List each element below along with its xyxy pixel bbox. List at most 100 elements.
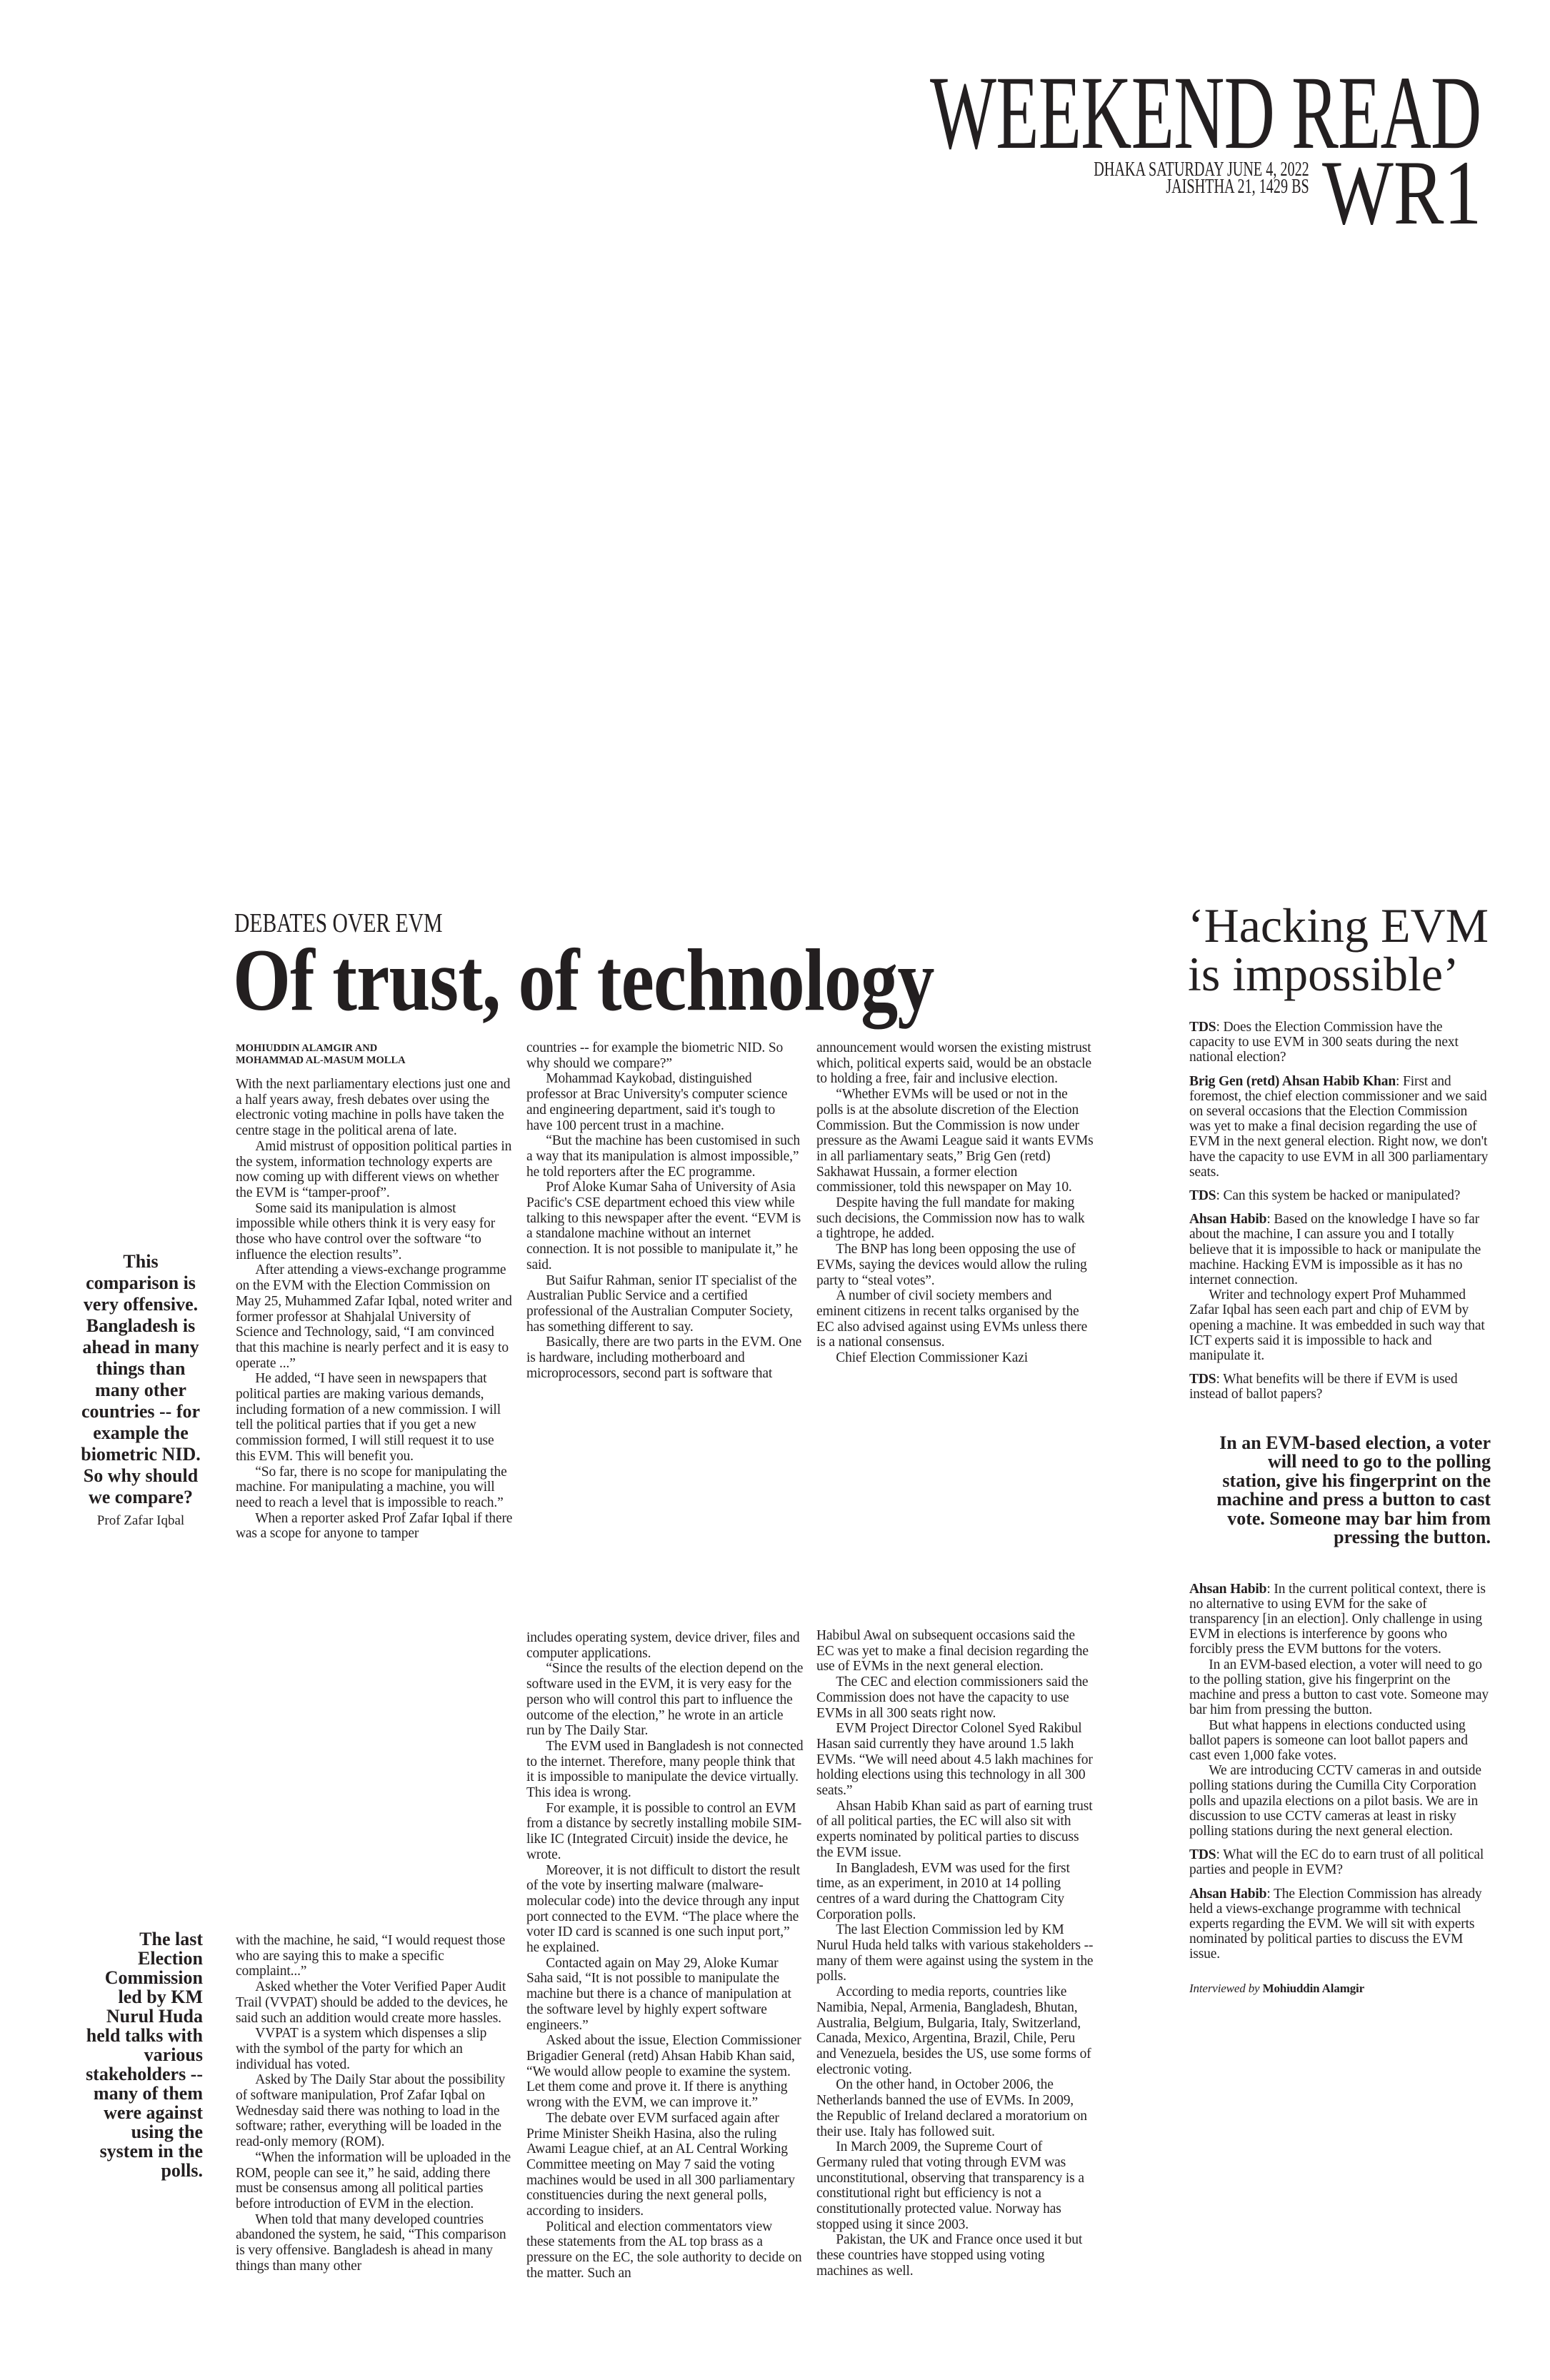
- article-paragraph: The debate over EVM surfaced again after…: [526, 2110, 795, 2219]
- article-column-3-bottom: Habibul Awal on subsequent occasions sai…: [816, 1628, 1094, 2279]
- article-paragraph: Mohammad Kaykobad, distinguished profess…: [526, 1071, 788, 1133]
- article-paragraph: Amid mistrust of opposition political pa…: [236, 1138, 512, 1200]
- article-paragraph: with the machine, he said, “I would requ…: [236, 1933, 506, 1979]
- article-column-1-bottom: with the machine, he said, “I would requ…: [236, 1933, 513, 2274]
- interview-paragraph: Ahsan Habib: Based on the knowledge I ha…: [1189, 1212, 1481, 1288]
- interview-column: TDS: Does the Election Commission have t…: [1189, 1020, 1491, 1996]
- interview-paragraph: TDS: Can this system be hacked or manipu…: [1189, 1188, 1461, 1204]
- article-paragraph: Habibul Awal on subsequent occasions sai…: [816, 1628, 1089, 1674]
- article-paragraph: countries -- for example the biometric N…: [526, 1040, 784, 1071]
- interview-text: What will the EC do to earn trust of all…: [1189, 1847, 1484, 1878]
- article-paragraph: He added, “I have seen in newspapers tha…: [236, 1371, 501, 1464]
- speaker-name: Ahsan Habib: [1189, 1581, 1267, 1597]
- date-line-bengali: JAISHTHA 21, 1429 BS: [1166, 176, 1309, 198]
- interview-exchange: Ahsan Habib: In the current political co…: [1189, 1582, 1491, 1839]
- article-headline: Of trust, of technology: [233, 931, 934, 1029]
- article-paragraph: Pakistan, the UK and France once used it…: [816, 2232, 1083, 2279]
- interview-text: What benefits will be there if EVM is us…: [1189, 1372, 1458, 1402]
- article-paragraph: “So far, there is no scope for manipulat…: [236, 1464, 507, 1510]
- date-line-gregorian: DHAKA SATURDAY JUNE 4, 2022: [1094, 159, 1310, 181]
- article-paragraph: Contacted again on May 29, Aloke Kumar S…: [526, 1955, 791, 2033]
- interview-text: We are introducing CCTV cameras in and o…: [1189, 1763, 1481, 1839]
- pull-quote: This comparison is very offensive. Bangl…: [80, 1251, 201, 1530]
- article-paragraph: Political and election commentators view…: [526, 2219, 802, 2281]
- article-paragraph: The EVM used in Bangladesh is not connec…: [526, 1738, 804, 1801]
- interview-paragraph: TDS: Does the Election Commission have t…: [1189, 1020, 1459, 1065]
- interview-paragraph: Writer and technology expert Prof Muhamm…: [1189, 1287, 1491, 1363]
- speaker-name: TDS: [1189, 1188, 1216, 1204]
- interview-exchange: TDS: Can this system be hacked or manipu…: [1189, 1188, 1491, 1203]
- interview-paragraph: Ahsan Habib: The Election Commission has…: [1189, 1886, 1482, 1962]
- pull-quote-text: The last Election Commission led by KM N…: [86, 1929, 203, 2181]
- article-paragraph: When a reporter asked Prof Zafar Iqbal i…: [236, 1510, 513, 1542]
- article-column-2-bottom: includes operating system, device driver…: [526, 1630, 804, 2281]
- interview-text: Does the Election Commission have the ca…: [1189, 1020, 1459, 1065]
- byline-line: MOHIUDDIN ALAMGIR AND: [236, 1043, 378, 1054]
- article-paragraph: EVM Project Director Colonel Syed Rakibu…: [816, 1721, 1093, 1799]
- interview-bottom: Ahsan Habib: In the current political co…: [1189, 1582, 1491, 1996]
- interview-text: Can this system be hacked or manipulated…: [1223, 1188, 1461, 1204]
- interview-text: Based on the knowledge I have so far abo…: [1189, 1212, 1481, 1288]
- speaker-name: Ahsan Habib: [1189, 1886, 1267, 1902]
- article-paragraph: Basically, there are two parts in the EV…: [526, 1335, 802, 1381]
- article-paragraph: Despite having the full mandate for maki…: [816, 1195, 1085, 1242]
- byline-line: MOHAMMAD AL-MASUM MOLLA: [236, 1055, 406, 1066]
- article-paragraph: Asked about the issue, Election Commissi…: [526, 2033, 801, 2111]
- article-paragraph: The last Election Commission led by KM N…: [816, 1922, 1094, 1984]
- article-paragraph: Prof Aloke Kumar Saha of University of A…: [526, 1180, 801, 1272]
- interview-text: The Election Commission has already held…: [1189, 1886, 1482, 1962]
- interview-exchange: Ahsan Habib: Based on the knowledge I ha…: [1189, 1212, 1491, 1363]
- article-paragraph: “Since the results of the election depen…: [526, 1661, 804, 1739]
- article-paragraph: Asked whether the Voter Verified Paper A…: [236, 1979, 508, 2026]
- interview-headline-line: is impossible’: [1188, 947, 1459, 1001]
- interview-headline-line: ‘Hacking EVM: [1188, 898, 1489, 953]
- article-paragraph: includes operating system, device driver…: [526, 1630, 800, 1661]
- article-paragraph: The CEC and election commissioners said …: [816, 1674, 1089, 1721]
- article-paragraph: Ahsan Habib Khan said as part of earning…: [816, 1798, 1093, 1860]
- credit-label: Interviewed by: [1189, 1981, 1260, 1995]
- article-paragraph: In Bangladesh, EVM was used for the firs…: [816, 1860, 1070, 1922]
- interview-paragraph: Ahsan Habib: In the current political co…: [1189, 1581, 1486, 1657]
- pull-quote-text: This comparison is very offensive. Bangl…: [81, 1251, 201, 1507]
- dateline: DHAKA SATURDAY JUNE 4, 2022 JAISHTHA 21,…: [1094, 159, 1310, 198]
- speaker-name: TDS: [1189, 1847, 1216, 1863]
- interview-paragraph: TDS: What benefits will be there if EVM …: [1189, 1372, 1458, 1402]
- article-paragraph: VVPAT is a system which dispenses a slip…: [236, 2026, 487, 2072]
- article-paragraph: With the next parliamentary elections ju…: [236, 1077, 511, 1139]
- article-paragraph: The BNP has long been opposing the use o…: [816, 1242, 1087, 1288]
- speaker-name: TDS: [1189, 1372, 1216, 1387]
- article-column-2-top: countries -- for example the biometric N…: [526, 1040, 804, 1381]
- interview-exchange: Brig Gen (retd) Ahsan Habib Khan: First …: [1189, 1074, 1491, 1180]
- article-paragraph: According to media reports, countries li…: [816, 1984, 1091, 2077]
- interview-text: In an EVM-based election, a voter will n…: [1189, 1657, 1489, 1718]
- article-paragraph: A number of civil society members and em…: [816, 1288, 1088, 1350]
- interview-paragraph: TDS: What will the EC do to earn trust o…: [1189, 1847, 1484, 1878]
- interview-paragraph: Brig Gen (retd) Ahsan Habib Khan: First …: [1189, 1073, 1489, 1180]
- interview-paragraph: But what happens in elections conducted …: [1189, 1718, 1491, 1764]
- speaker-name: Brig Gen (retd) Ahsan Habib Khan: [1189, 1073, 1396, 1089]
- article-paragraph: When told that many developed countries …: [236, 2211, 506, 2274]
- pull-quote: The last Election Commission led by KM N…: [77, 1929, 203, 2180]
- pull-quote-attribution: Prof Zafar Iqbal: [96, 1513, 185, 1528]
- article-paragraph: Chief Election Commissioner Kazi: [836, 1350, 1028, 1366]
- article-column-1-top: With the next parliamentary elections ju…: [236, 1077, 513, 1542]
- interview-text: In the current political context, there …: [1189, 1581, 1486, 1657]
- interview-exchange: Ahsan Habib: The Election Commission has…: [1189, 1887, 1491, 1962]
- article-paragraph: But Saifur Rahman, senior IT specialist …: [526, 1272, 797, 1335]
- interview-credit: Interviewed by Mohiuddin Alamgir: [1189, 1981, 1491, 1996]
- section-title: WEEKEND READ: [930, 54, 1481, 171]
- page-number: WR1: [1321, 141, 1481, 243]
- article-paragraph: For example, it is possible to control a…: [526, 1800, 802, 1862]
- byline: MOHIUDDIN ALAMGIR AND MOHAMMAD AL-MASUM …: [236, 1043, 514, 1067]
- article-paragraph: Some said its manipulation is almost imp…: [236, 1200, 496, 1262]
- article-column-3-top: announcement would worsen the existing m…: [816, 1040, 1094, 1366]
- article-paragraph: Moreover, it is not difficult to distort…: [526, 1862, 800, 1956]
- interview-text: Writer and technology expert Prof Muhamm…: [1189, 1287, 1485, 1364]
- interview-text: But what happens in elections conducted …: [1189, 1717, 1468, 1763]
- interview-top: TDS: Does the Election Commission have t…: [1189, 1020, 1491, 1402]
- interview-exchange: TDS: Does the Election Commission have t…: [1189, 1020, 1491, 1065]
- article-kicker: DEBATES OVER EVM: [234, 908, 443, 938]
- article-paragraph: Asked by The Daily Star about the possib…: [236, 2072, 506, 2150]
- interview-exchange: TDS: What will the EC do to earn trust o…: [1189, 1847, 1491, 1877]
- interview-headline: ‘Hacking EVM is impossible’: [1188, 901, 1489, 998]
